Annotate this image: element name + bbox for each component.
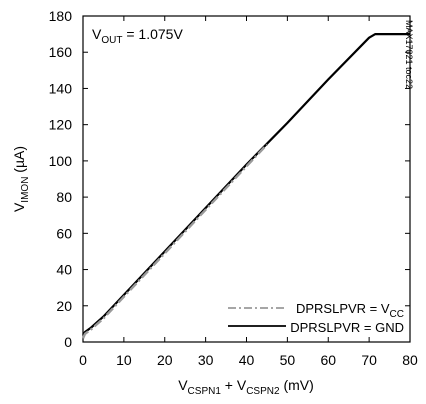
x-axis-title: VCSPN1 + VCSPN2 (mV) <box>178 377 314 397</box>
plot-frame <box>82 15 411 343</box>
figure-id: MAX17021 toc22 <box>404 20 414 89</box>
y-tick-label: 0 <box>64 334 72 350</box>
series-line-dprslpvr-vcc <box>81 143 268 339</box>
x-tick-label: 40 <box>239 352 255 368</box>
x-tick-label: 50 <box>280 352 296 368</box>
y-tick-label: 120 <box>49 117 73 133</box>
vout-annotation: VOUT = 1.075V <box>92 26 183 46</box>
legend-label-gnd: DPRSLPVR = GND <box>290 320 404 335</box>
y-tick-label: 140 <box>49 80 73 96</box>
y-tick-label: 180 <box>49 8 73 24</box>
y-axis-title: VIMON (µA) <box>11 146 31 212</box>
y-tick-label: 160 <box>49 44 73 60</box>
x-tick-label: 70 <box>361 352 377 368</box>
series-layer <box>81 32 410 339</box>
series-line-dprslpvr-gnd <box>82 32 410 336</box>
y-tick-label: 80 <box>56 189 72 205</box>
y-tick-label: 60 <box>56 225 72 241</box>
x-tick-label: 80 <box>402 352 418 368</box>
x-tick-label: 0 <box>79 352 87 368</box>
x-tick-label: 60 <box>320 352 336 368</box>
x-axis: 0 10 20 30 40 50 60 70 80 <box>79 16 418 368</box>
y-tick-label: 20 <box>56 298 72 314</box>
x-tick-label: 20 <box>157 352 173 368</box>
x-tick-label: 10 <box>116 352 132 368</box>
x-tick-label: 30 <box>198 352 214 368</box>
y-tick-label: 100 <box>49 153 73 169</box>
legend-label-vcc: DPRSLPVR = VCC <box>296 301 404 320</box>
y-tick-label: 40 <box>56 262 72 278</box>
y-axis: 0 20 40 60 80 100 120 140 160 180 <box>49 8 410 350</box>
legend: DPRSLPVR = VCC DPRSLPVR = GND <box>228 301 404 335</box>
